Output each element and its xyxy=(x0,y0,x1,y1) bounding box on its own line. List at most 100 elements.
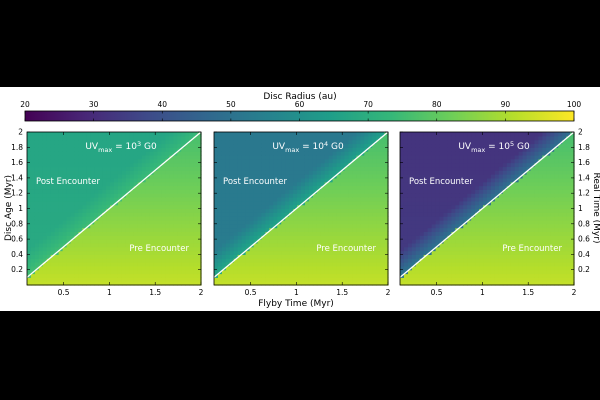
heatmap-cell xyxy=(165,197,170,202)
heatmap-cell xyxy=(181,143,186,148)
heatmap-cell xyxy=(133,143,139,148)
heatmap-cell xyxy=(498,258,504,263)
heatmap-cell xyxy=(233,254,239,259)
heatmap-cell xyxy=(265,227,270,233)
heatmap-cell xyxy=(455,208,460,213)
heatmap-cell xyxy=(498,147,504,152)
heatmap-cell xyxy=(78,262,83,267)
heatmap-cell xyxy=(423,200,429,206)
heatmap-cell xyxy=(522,273,528,278)
heatmap-cell xyxy=(312,269,318,275)
heatmap-cell xyxy=(530,277,536,282)
heatmap-cell xyxy=(214,219,219,225)
heatmap-cell xyxy=(237,162,243,168)
heatmap-cell xyxy=(46,135,52,141)
heatmap-cell xyxy=(285,170,290,175)
heatmap-cell xyxy=(439,273,445,278)
heatmap-cell xyxy=(193,262,198,267)
heatmap-cell xyxy=(197,273,202,278)
heatmap-cell xyxy=(518,170,524,175)
heatmap-cell xyxy=(498,200,504,206)
heatmap-cell xyxy=(86,216,91,221)
heatmap-cell xyxy=(400,212,405,217)
heatmap-cell xyxy=(157,158,163,164)
heatmap-cell xyxy=(54,265,60,271)
heatmap-cell xyxy=(161,262,166,267)
heatmap-cell xyxy=(376,200,381,206)
heatmap-cell xyxy=(214,132,219,137)
heatmap-cell xyxy=(58,170,64,175)
heatmap-cell xyxy=(70,239,76,244)
heatmap-cell xyxy=(348,235,353,240)
heatmap-cell xyxy=(514,135,520,141)
heatmap-cell xyxy=(400,147,405,152)
heatmap-cell xyxy=(78,185,83,190)
heatmap-cell xyxy=(439,258,445,263)
heatmap-cell xyxy=(320,181,326,187)
heatmap-cell xyxy=(297,231,302,236)
heatmap-cell xyxy=(431,227,437,233)
heatmap-cell xyxy=(82,208,87,213)
heatmap-cell xyxy=(165,204,170,210)
heatmap-cell xyxy=(137,254,143,259)
heatmap-cell xyxy=(269,185,274,190)
heatmap-cell xyxy=(237,208,243,213)
heatmap-cell xyxy=(494,239,500,244)
heatmap-cell xyxy=(423,174,429,179)
heatmap-cell xyxy=(297,166,302,171)
heatmap-cell xyxy=(94,235,99,240)
heatmap-cell xyxy=(435,219,441,225)
heatmap-cell xyxy=(82,281,87,286)
heatmap-cell xyxy=(106,258,111,263)
heatmap-cell xyxy=(189,250,194,255)
heatmap-cell xyxy=(102,277,107,282)
heatmap-cell xyxy=(141,181,147,187)
heatmap-cell xyxy=(153,154,159,160)
heatmap-cell xyxy=(265,197,270,202)
heatmap-cell xyxy=(522,216,528,221)
heatmap-cell xyxy=(459,170,464,175)
heatmap-cell xyxy=(352,158,357,164)
heatmap-cell xyxy=(249,154,255,160)
heatmap-cell xyxy=(526,193,532,198)
heatmap-cell xyxy=(193,143,198,148)
heatmap-cell xyxy=(380,181,385,187)
heatmap-cell xyxy=(403,162,409,168)
heatmap-cell xyxy=(308,231,314,236)
heatmap-cell xyxy=(356,162,361,168)
heatmap-cell xyxy=(82,170,87,175)
heatmap-cell xyxy=(27,181,32,187)
heatmap-cell xyxy=(297,242,302,248)
heatmap-cell xyxy=(435,147,441,152)
heatmap-cell xyxy=(161,273,166,278)
heatmap-cell xyxy=(498,277,504,282)
heatmap-cell xyxy=(431,139,437,145)
heatmap-cell xyxy=(479,135,484,141)
heatmap-cell xyxy=(451,212,456,217)
heatmap-cell xyxy=(229,223,235,229)
heatmap-cell xyxy=(308,269,314,275)
heatmap-cell xyxy=(42,231,48,236)
heatmap-cell xyxy=(312,200,318,206)
heatmap-cell xyxy=(455,246,460,252)
heatmap-cell xyxy=(137,135,143,141)
heatmap-cell xyxy=(530,239,536,244)
heatmap-cell xyxy=(403,143,409,148)
heatmap-cell xyxy=(443,281,449,286)
heatmap-cell xyxy=(304,181,310,187)
heatmap-cell xyxy=(368,170,373,175)
heatmap-cell xyxy=(82,219,87,225)
heatmap-cell xyxy=(145,200,151,206)
heatmap-cell xyxy=(94,212,99,217)
heatmap-cell xyxy=(443,185,449,190)
heatmap-cell xyxy=(129,158,135,164)
heatmap-cell xyxy=(265,269,270,275)
heatmap-cell xyxy=(217,197,223,202)
heatmap-cell xyxy=(261,277,266,282)
heatmap-cell xyxy=(423,132,429,137)
heatmap-cell xyxy=(384,185,389,190)
heatmap-cell xyxy=(141,204,147,210)
heatmap-cell xyxy=(498,197,504,202)
heatmap-cell xyxy=(197,242,202,248)
heatmap-cell xyxy=(423,135,429,141)
